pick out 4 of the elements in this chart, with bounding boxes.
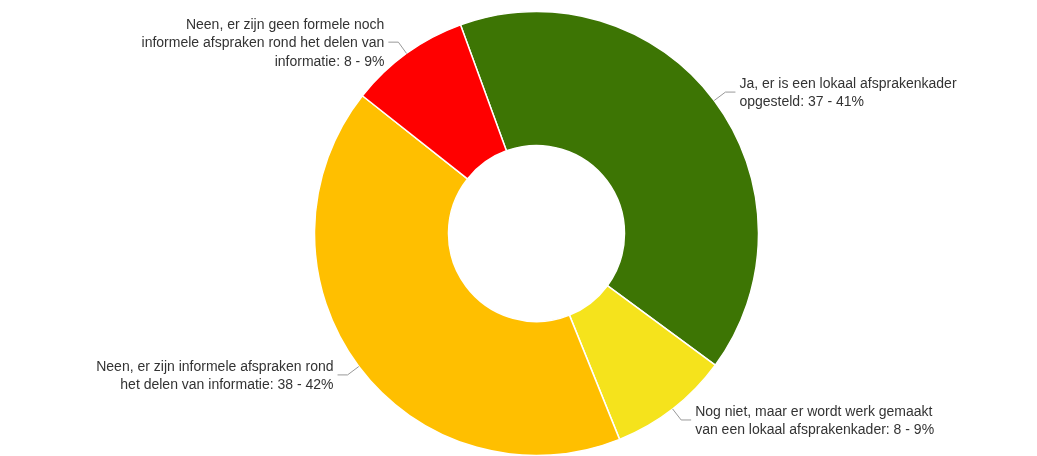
slice-label: Nog niet, maar er wordt werk gemaakt van een lokaal afsprakenkader: 8 - 9% [695,402,935,438]
slice-label: Ja, er is een lokaal afsprakenkader opgesteld: 37 - 41% [739,74,957,110]
slice-label: Neen, er zijn geen formele noch informele afspraken rond het delen van informatie: 8 - 9% [141,15,385,69]
slice-label: Neen, er zijn informele afspraken rond het delen van informatie: 38 - 42% [96,357,334,393]
